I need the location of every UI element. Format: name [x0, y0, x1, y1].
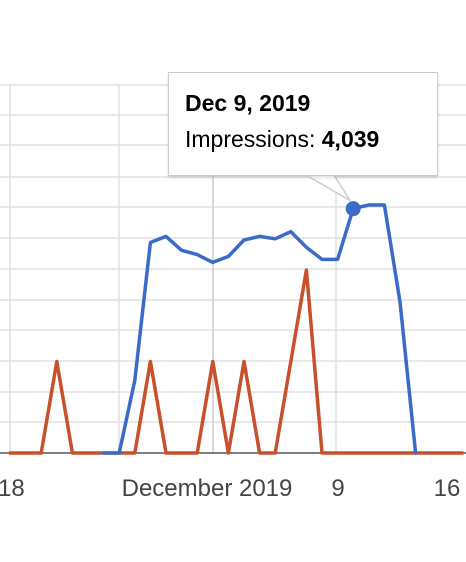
tooltip-metric: Impressions: 4,039 [185, 126, 379, 153]
tooltip-metric-value: 4,039 [321, 126, 380, 152]
chart-tooltip: Dec 9, 2019 Impressions: 4,039 [168, 72, 438, 176]
tooltip-metric-label: Impressions: [185, 126, 322, 152]
tooltip-pointer [305, 174, 351, 202]
x-tick-label: 18 [0, 475, 25, 502]
chart-series [8, 201, 465, 455]
impressions-line [101, 203, 418, 455]
highlighted-point[interactable] [345, 201, 361, 217]
tooltip-arrow [305, 174, 351, 202]
x-tick-label: 16 [434, 475, 461, 502]
secondary-series-line [8, 268, 465, 455]
chart-grid [0, 84, 466, 454]
tooltip-date: Dec 9, 2019 [185, 90, 311, 116]
x-axis-ticks: 18 December 2019 9 16 [0, 475, 460, 502]
x-tick-label: 9 [331, 475, 344, 502]
x-tick-label: December 2019 [122, 475, 293, 502]
